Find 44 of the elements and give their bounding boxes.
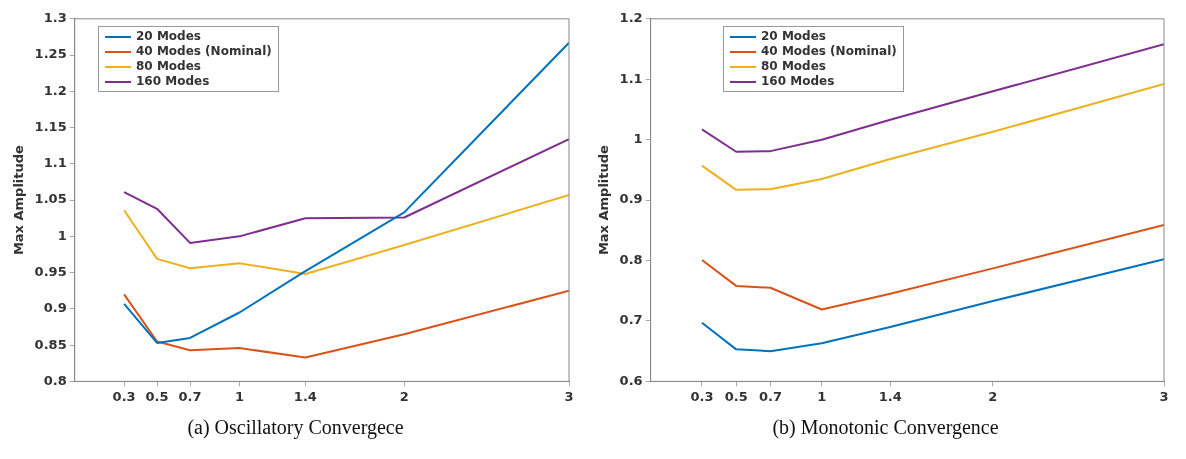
x-tick-label: 1.4 [293,388,317,404]
legend-label: 80 Modes [761,59,826,74]
x-tick-label: 1 [817,388,827,404]
y-tick-label: 1.05 [34,191,67,207]
text: (b) Monotonic Convergence [771,416,1000,439]
y-tick-label: 0.9 [619,191,643,207]
x-tick-label: 1.4 [878,388,902,404]
y-tick-label: 1.3 [43,10,67,26]
x-tick-label: 0.5 [724,388,748,404]
x-tick-label: 0.7 [178,388,202,404]
y-tick-label: 1.2 [619,10,643,26]
y-tick-label: 0.8 [43,372,67,388]
y-tick-label: 0.95 [34,263,67,279]
legend-label: 160 Modes [136,74,210,89]
legend-label: 20 Modes [136,29,201,44]
x-tick-label: 3 [564,388,574,404]
x-tick-label: 0.3 [690,388,714,404]
y-tick-label: 0.9 [43,300,67,316]
y-tick-label: 0.7 [619,312,643,328]
y-tick-label: 0.8 [619,251,643,267]
text: (a) Oscillatory Convergece [186,416,405,439]
y-tick-label: 1.15 [34,118,67,134]
y-axis-title: Max Amplitude [596,144,612,256]
legend-label: 160 Modes [761,74,835,89]
y-axis-title: Max Amplitude [11,144,27,256]
x-tick-label: 2 [399,388,409,404]
legend-label: 40 Modes (Nominal) [761,44,897,59]
legend-label: 80 Modes [136,59,201,74]
legend-label: 20 Modes [761,29,826,44]
y-tick-label: 1 [57,227,67,243]
x-tick-label: 0.3 [112,388,136,404]
x-tick-label: 1 [234,388,244,404]
legend-label: 40 Modes (Nominal) [136,44,272,59]
y-tick-label: 1.25 [34,46,67,62]
y-tick-label: 0.6 [619,372,643,388]
y-tick-label: 0.85 [34,336,67,352]
x-tick-label: 3 [1159,388,1169,404]
y-tick-label: 1.1 [43,155,67,171]
y-tick-label: 1.2 [43,82,67,98]
x-tick-label: 0.5 [145,388,169,404]
x-tick-label: 2 [988,388,998,404]
x-tick-label: 0.7 [758,388,782,404]
y-tick-label: 1 [633,131,643,147]
y-tick-label: 1.1 [619,70,643,86]
